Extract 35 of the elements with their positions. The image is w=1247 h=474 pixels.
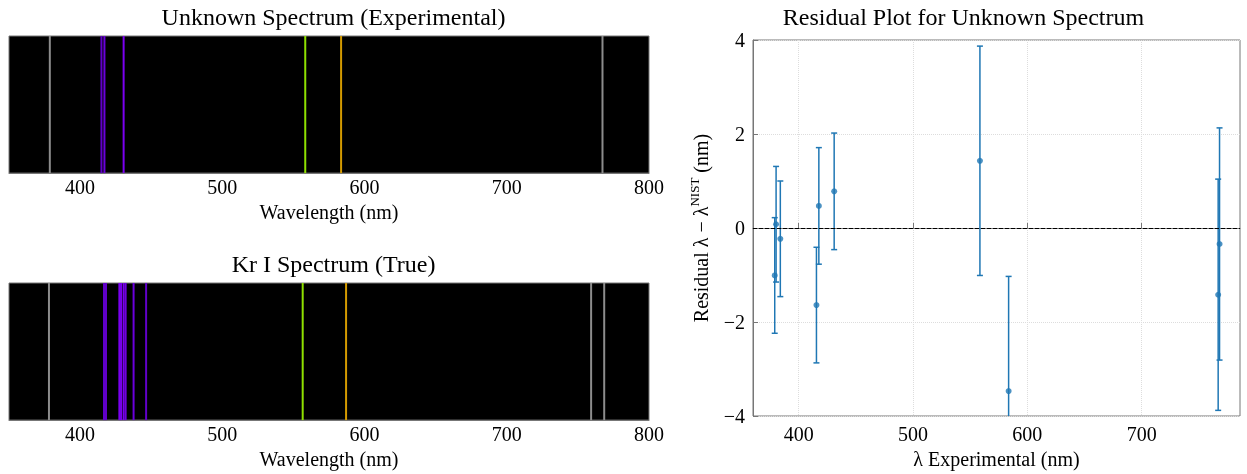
x-tick-label: 600	[349, 176, 380, 199]
x-axis-title: λ Experimental (nm)	[913, 447, 1080, 471]
y-axis-title: Residual λ − λNIST (nm)	[687, 133, 713, 323]
x-tick-label: 500	[207, 176, 238, 199]
point	[813, 302, 820, 309]
point	[1216, 240, 1223, 247]
point	[773, 221, 780, 228]
point	[1005, 388, 1012, 395]
point	[831, 188, 838, 195]
x-tick-label: 800	[634, 423, 664, 446]
point	[777, 235, 784, 242]
point	[976, 157, 983, 164]
x-axis-title: Wavelength (nm)	[259, 448, 399, 471]
point	[1215, 291, 1222, 298]
chart-title: Unknown Spectrum (Experimental)	[161, 4, 506, 30]
x-tick-label: 500	[898, 423, 929, 445]
x-tick-label: 600	[1012, 423, 1043, 445]
point	[815, 202, 822, 209]
x-tick-label: 400	[783, 423, 814, 445]
x-tick-label: 700	[491, 423, 522, 446]
x-tick-label: 600	[349, 423, 380, 446]
x-tick-label: 400	[65, 423, 96, 446]
y-tick-label: −2	[723, 311, 745, 333]
x-tick-label: 800	[634, 176, 664, 199]
x-tick-label: 700	[1126, 423, 1157, 445]
y-tick-label: 4	[735, 29, 745, 51]
x-tick-label: 700	[491, 176, 522, 199]
chart-title: Kr I Spectrum (True)	[231, 251, 436, 277]
x-tick-label: 500	[207, 423, 238, 446]
y-tick-label: 0	[735, 217, 745, 239]
x-tick-label: 400	[65, 176, 96, 199]
y-tick-label: −4	[723, 405, 745, 427]
y-tick-label: 2	[735, 123, 745, 145]
x-axis-title: Wavelength (nm)	[259, 201, 399, 224]
chart-title: Residual Plot for Unknown Spectrum	[782, 4, 1145, 30]
